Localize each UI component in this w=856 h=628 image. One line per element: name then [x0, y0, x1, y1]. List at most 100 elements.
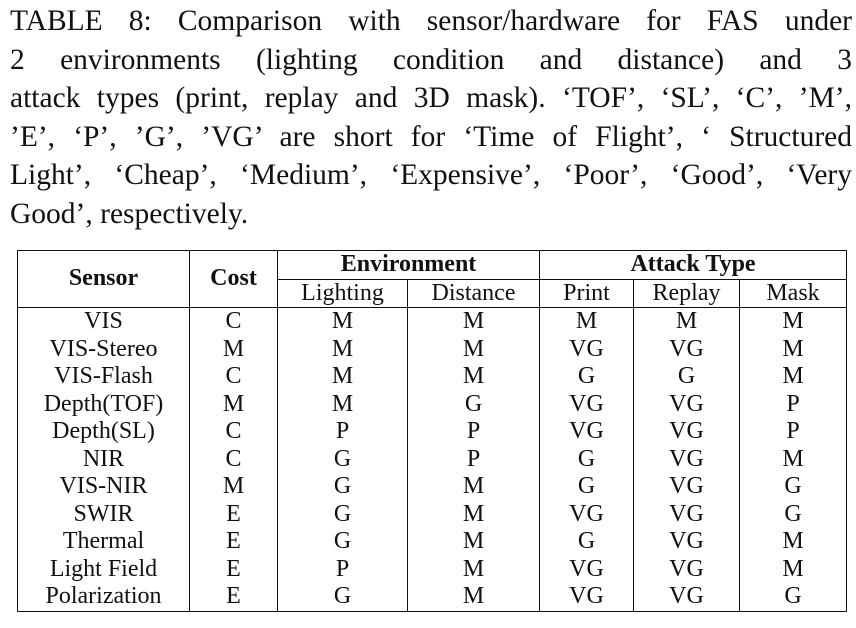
- caption-line: 2 environments (lighting condition and d…: [10, 43, 852, 76]
- caption-line: ’E’, ‘P’, ’G’, ’VG’ are short for ‘Time …: [10, 120, 852, 153]
- table-row: Polarization E G M VG VG G: [17, 583, 848, 612]
- cell-print: G: [539, 528, 635, 556]
- caption-line: TABLE 8: Comparison with sensor/hardware…: [10, 5, 852, 37]
- cell-cost: E: [189, 528, 278, 556]
- cell-cost: M: [189, 390, 278, 418]
- header-distance: Distance: [407, 279, 541, 308]
- cell-lighting: P: [277, 555, 408, 583]
- cell-replay: VG: [633, 528, 741, 556]
- cell-cost: M: [189, 473, 278, 501]
- cell-mask: P: [739, 418, 848, 446]
- cell-lighting: M: [277, 390, 408, 418]
- cell-sensor: Thermal: [17, 528, 190, 556]
- table-caption: TABLE 8: Comparison with sensor/hardware…: [10, 2, 852, 233]
- header-environment: Environment: [277, 250, 541, 280]
- header-cost: Cost: [189, 250, 278, 308]
- cell-distance: M: [407, 307, 541, 336]
- cell-replay: M: [633, 307, 741, 336]
- cell-sensor: NIR: [17, 445, 190, 473]
- cell-lighting: G: [277, 528, 408, 556]
- cell-mask: M: [739, 528, 848, 556]
- table-row: Light Field E P M VG VG M: [17, 555, 848, 583]
- caption-line: Good’, respectively.: [10, 197, 249, 230]
- cell-print: VG: [539, 583, 635, 612]
- cell-mask: M: [739, 555, 848, 583]
- header-lighting: Lighting: [277, 279, 408, 308]
- cell-print: VG: [539, 555, 635, 583]
- cell-print: VG: [539, 335, 635, 363]
- cell-print: G: [539, 445, 635, 473]
- table-row: Thermal E G M G VG M: [17, 528, 848, 556]
- table-body: VIS C M M M M M VIS-Stereo M M M VG VG M VIS-Flash C M M G…: [17, 307, 848, 612]
- cell-mask: M: [739, 363, 848, 391]
- cell-distance: P: [407, 418, 541, 446]
- table-row: VIS-Stereo M M M VG VG M: [17, 335, 848, 363]
- cell-print: G: [539, 363, 635, 391]
- cell-distance: M: [407, 473, 541, 501]
- cell-replay: G: [633, 363, 741, 391]
- cell-mask: P: [739, 390, 848, 418]
- table-row: VIS C M M M M M: [17, 307, 848, 336]
- cell-lighting: G: [277, 473, 408, 501]
- cell-print: M: [539, 307, 635, 336]
- cell-sensor: VIS-Flash: [17, 363, 190, 391]
- cell-distance: M: [407, 555, 541, 583]
- cell-replay: VG: [633, 445, 741, 473]
- cell-print: G: [539, 473, 635, 501]
- header-mask: Mask: [739, 279, 848, 308]
- cell-sensor: Polarization: [17, 583, 190, 612]
- table-row: VIS-NIR M G M G VG G: [17, 473, 848, 501]
- cell-cost: C: [189, 307, 278, 336]
- cell-mask: G: [739, 500, 848, 528]
- caption-line: Light’, ‘Cheap’, ‘Medium’, ‘Expensive’, …: [10, 159, 852, 191]
- cell-replay: VG: [633, 500, 741, 528]
- cell-print: VG: [539, 500, 635, 528]
- cell-mask: M: [739, 335, 848, 363]
- cell-replay: VG: [633, 418, 741, 446]
- cell-lighting: M: [277, 307, 408, 336]
- cell-print: VG: [539, 390, 635, 418]
- cell-distance: G: [407, 390, 541, 418]
- cell-replay: VG: [633, 555, 741, 583]
- cell-cost: C: [189, 445, 278, 473]
- cell-sensor: VIS: [17, 307, 190, 336]
- cell-sensor: SWIR: [17, 500, 190, 528]
- cell-lighting: M: [277, 363, 408, 391]
- cell-distance: M: [407, 335, 541, 363]
- header-attack-type: Attack Type: [539, 250, 848, 280]
- sensor-comparison-table: Sensor Cost Environment Attack Type Ligh…: [17, 250, 848, 612]
- cell-sensor: VIS-NIR: [17, 473, 190, 501]
- cell-lighting: G: [277, 445, 408, 473]
- cell-mask: M: [739, 445, 848, 473]
- cell-distance: M: [407, 583, 541, 612]
- cell-lighting: G: [277, 583, 408, 612]
- header-replay: Replay: [633, 279, 741, 308]
- table-row: Depth(SL) C P P VG VG P: [17, 418, 848, 446]
- cell-replay: VG: [633, 583, 741, 612]
- cell-sensor: Depth(SL): [17, 418, 190, 446]
- cell-lighting: P: [277, 418, 408, 446]
- cell-replay: VG: [633, 335, 741, 363]
- cell-cost: M: [189, 335, 278, 363]
- cell-sensor: VIS-Stereo: [17, 335, 190, 363]
- caption-line: attack types (print, replay and 3D mask)…: [10, 82, 852, 114]
- cell-cost: C: [189, 418, 278, 446]
- cell-sensor: Depth(TOF): [17, 390, 190, 418]
- table-row: VIS-Flash C M M G G M: [17, 363, 848, 391]
- cell-print: VG: [539, 418, 635, 446]
- cell-distance: M: [407, 528, 541, 556]
- cell-cost: E: [189, 500, 278, 528]
- cell-lighting: M: [277, 335, 408, 363]
- cell-distance: M: [407, 363, 541, 391]
- cell-mask: M: [739, 307, 848, 336]
- header-print: Print: [539, 279, 635, 308]
- cell-replay: VG: [633, 473, 741, 501]
- cell-mask: G: [739, 583, 848, 612]
- table-row: NIR C G P G VG M: [17, 445, 848, 473]
- cell-distance: M: [407, 500, 541, 528]
- header-sensor: Sensor: [17, 250, 190, 308]
- table-row: SWIR E G M VG VG G: [17, 500, 848, 528]
- table-row: Depth(TOF) M M G VG VG P: [17, 390, 848, 418]
- cell-cost: E: [189, 583, 278, 612]
- cell-mask: G: [739, 473, 848, 501]
